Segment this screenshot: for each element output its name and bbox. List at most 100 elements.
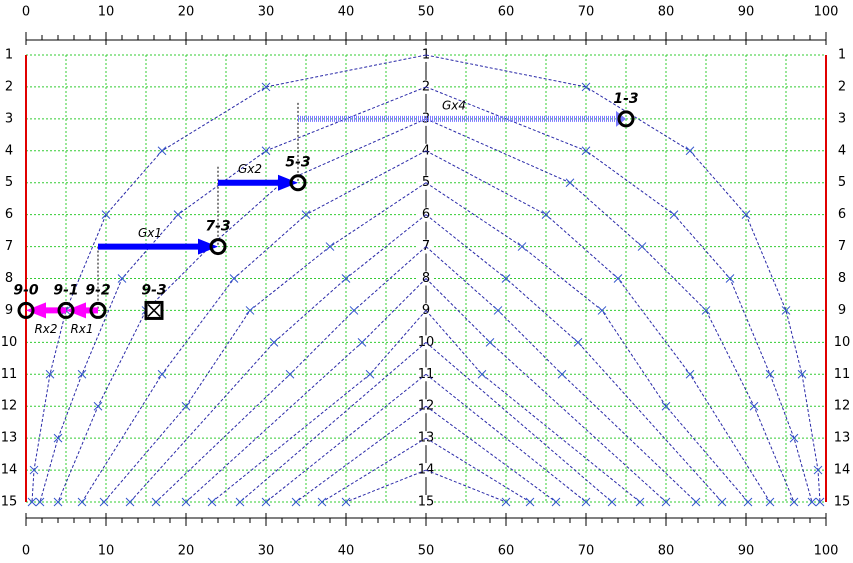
row-label-right: 1	[838, 48, 846, 63]
curve	[31, 54, 427, 503]
cross-marker	[285, 369, 295, 379]
curve	[239, 341, 427, 503]
cross-marker	[325, 242, 335, 251]
x-tick-label: 70	[578, 5, 595, 20]
x-tick-label: 10	[98, 544, 115, 559]
cross-marker	[765, 497, 775, 507]
cross-marker	[581, 497, 591, 507]
cross-marker	[173, 210, 183, 219]
row-label-right: 13	[834, 431, 851, 446]
cross-marker	[781, 306, 791, 315]
cross-marker	[551, 497, 561, 507]
cross-marker	[291, 497, 301, 507]
curve	[81, 150, 427, 503]
curve	[425, 405, 557, 503]
x-tick-label: 80	[658, 544, 675, 559]
cross-marker	[743, 497, 753, 507]
row-label-right: 6	[838, 207, 846, 222]
cross-marker	[357, 338, 367, 347]
cross-marker	[485, 338, 495, 347]
cross-marker	[101, 210, 111, 219]
x-tick-label: 20	[178, 544, 195, 559]
arrow	[98, 238, 218, 255]
row-label-left: 9	[5, 303, 13, 318]
x-tick-label: 100	[814, 5, 839, 20]
cross-marker	[541, 210, 551, 219]
cross-marker	[53, 433, 63, 443]
cross-marker	[613, 274, 623, 283]
arrow	[26, 302, 66, 319]
row-label-left: 13	[1, 431, 18, 446]
curve	[425, 437, 531, 503]
arrow	[218, 174, 298, 191]
node-label: 9-3	[141, 282, 166, 298]
cross-marker	[341, 497, 351, 507]
cross-marker	[77, 369, 87, 379]
curve	[321, 437, 427, 503]
node-circle	[289, 174, 307, 192]
row-label-left: 3	[5, 111, 13, 126]
curve	[295, 405, 427, 503]
x-tick-label: 100	[814, 544, 839, 559]
row-label-right: 9	[838, 303, 846, 318]
row-label-right: 4	[838, 143, 846, 158]
cross-marker	[607, 497, 617, 507]
cross-marker	[661, 497, 671, 507]
x-tick-label: 40	[338, 544, 355, 559]
cross-marker	[261, 497, 271, 507]
row-label-left: 12	[1, 399, 18, 414]
curve	[425, 341, 613, 503]
cross-marker	[261, 82, 271, 92]
cross-marker	[701, 306, 711, 315]
cross-marker	[501, 497, 511, 507]
node-circle	[209, 238, 227, 256]
cross-marker	[157, 369, 167, 379]
cross-marker	[301, 210, 311, 219]
x-tick-label: 60	[498, 544, 515, 559]
cross-marker	[317, 497, 327, 507]
x-tick-label: 20	[178, 5, 195, 20]
curve	[425, 118, 795, 503]
center-row-label: 15	[418, 495, 435, 510]
cross-marker	[181, 497, 191, 507]
cross-marker	[797, 369, 807, 379]
x-tick-label: 30	[258, 5, 275, 20]
row-label-right: 5	[838, 175, 846, 190]
cross-marker	[685, 146, 695, 156]
x-tick-label: 0	[22, 544, 30, 559]
x-tick-label: 80	[658, 5, 675, 20]
row-label-right: 2	[838, 79, 846, 94]
row-label-right: 15	[834, 495, 851, 510]
cross-marker	[565, 178, 575, 188]
cross-marker	[637, 242, 647, 251]
row-label-left: 15	[1, 495, 18, 510]
cross-marker	[661, 401, 671, 411]
cross-marker	[669, 210, 679, 219]
cross-marker	[493, 306, 503, 315]
curve	[425, 469, 507, 503]
curve	[129, 214, 427, 503]
cross-marker	[581, 82, 591, 92]
arrow-head	[66, 302, 86, 319]
curve	[425, 214, 723, 503]
cross-marker	[77, 497, 87, 507]
node-cross	[147, 303, 161, 317]
cross-marker	[741, 210, 751, 219]
node-circle	[89, 301, 107, 319]
arrow-label: Gx4	[442, 98, 466, 112]
curve	[345, 469, 427, 503]
cross-marker	[581, 146, 591, 156]
cross-marker	[597, 306, 607, 315]
row-label-right: 14	[834, 463, 851, 478]
cross-marker	[181, 401, 191, 411]
cross-marker	[245, 306, 255, 315]
row-label-right: 10	[834, 335, 851, 350]
cross-marker	[691, 497, 701, 507]
node-label: 9-0	[13, 282, 39, 298]
curve	[57, 118, 427, 503]
arrow-head	[198, 238, 218, 255]
node-circle	[17, 301, 35, 319]
x-tick-label: 60	[498, 5, 515, 20]
